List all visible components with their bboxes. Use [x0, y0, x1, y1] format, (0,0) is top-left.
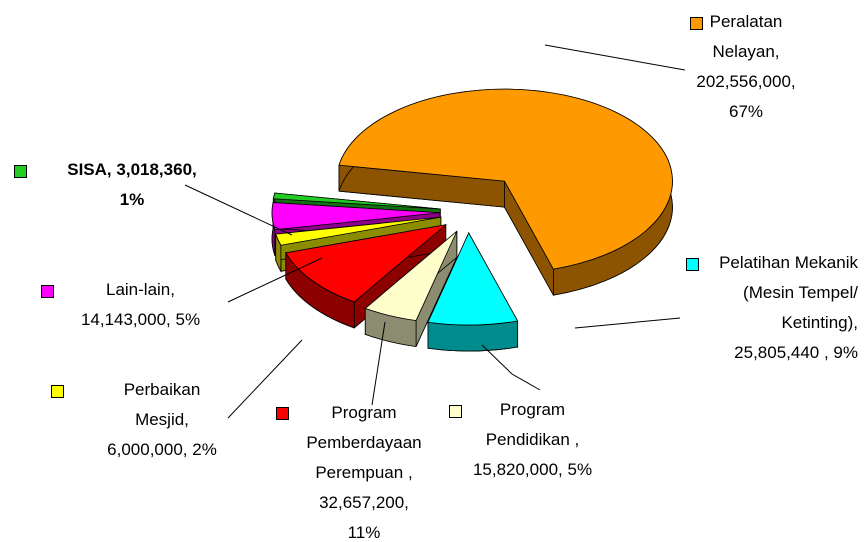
leader-line [371, 321, 386, 406]
slice-top [271, 202, 441, 231]
leader-line [227, 257, 323, 303]
value-label: 25,805,440 , [734, 343, 829, 362]
category-name: SISA, [67, 160, 112, 179]
slices [271, 88, 673, 352]
slice-top [338, 88, 673, 270]
category-name: Lain-lain, [106, 280, 175, 299]
value-label: 32,657,200, [319, 493, 409, 512]
category-name: Program Pendidikan , [485, 400, 580, 449]
data-label: Program Pendidikan , 15,820,000, 5% [460, 395, 605, 485]
slice-side [427, 320, 519, 352]
pie-slice [427, 231, 519, 352]
data-label: Pelatihan Mekanik (Mesin Tempel/ Ketinti… [718, 248, 858, 368]
slice-top [275, 216, 441, 246]
slice-top [427, 232, 519, 326]
percent-label: 1% [119, 190, 145, 209]
legend-marker [41, 285, 54, 298]
value-label: 6,000,000, [107, 440, 188, 459]
category-name: Program Pemberdayaan Perempuan , [306, 403, 422, 482]
leader-line [227, 339, 303, 419]
percent-label: 11% [347, 523, 381, 542]
slice-top [285, 224, 448, 303]
leader-line [544, 44, 686, 71]
percent-label: 2% [192, 440, 217, 459]
data-label: Perbaikan Mesjid, 6,000,000, 2% [103, 375, 221, 465]
slice-top [364, 230, 458, 321]
legend-marker [276, 407, 289, 420]
percent-label: 67% [728, 102, 764, 121]
percent-label: 5% [567, 460, 593, 479]
legend-marker [14, 165, 27, 178]
data-label: SISA, 3,018,360, 1% [67, 155, 197, 215]
slice-top [272, 192, 441, 210]
legend-marker [51, 385, 64, 398]
category-name: Perbaikan Mesjid, [123, 380, 201, 429]
value-label: 202,556,000, [696, 72, 796, 91]
category-name: Pelatihan Mekanik (Mesin Tempel/ Ketinti… [719, 253, 858, 332]
legend-marker [690, 17, 703, 30]
data-label: Peralatan Nelayan, 202,556,000, 67% [686, 7, 806, 127]
value-label: 15,820,000, [472, 460, 563, 479]
leader-line [184, 184, 293, 236]
legend-marker [449, 405, 462, 418]
value-label: 14,143,000, [80, 310, 171, 329]
pie-slice [338, 88, 673, 297]
leader-line [481, 344, 541, 391]
legend-marker [686, 258, 699, 271]
pie-slice [364, 230, 458, 347]
leader-line [574, 317, 681, 329]
data-label: Program Pemberdayaan Perempuan , 32,657,… [303, 398, 425, 542]
category-name: Peralatan Nelayan, [709, 12, 783, 61]
data-label: Lain-lain, 14,143,000, 5% [73, 275, 208, 335]
percent-label: 5% [175, 310, 201, 329]
percent-label: 9% [833, 343, 858, 362]
value-label: 3,018,360, [116, 160, 197, 179]
